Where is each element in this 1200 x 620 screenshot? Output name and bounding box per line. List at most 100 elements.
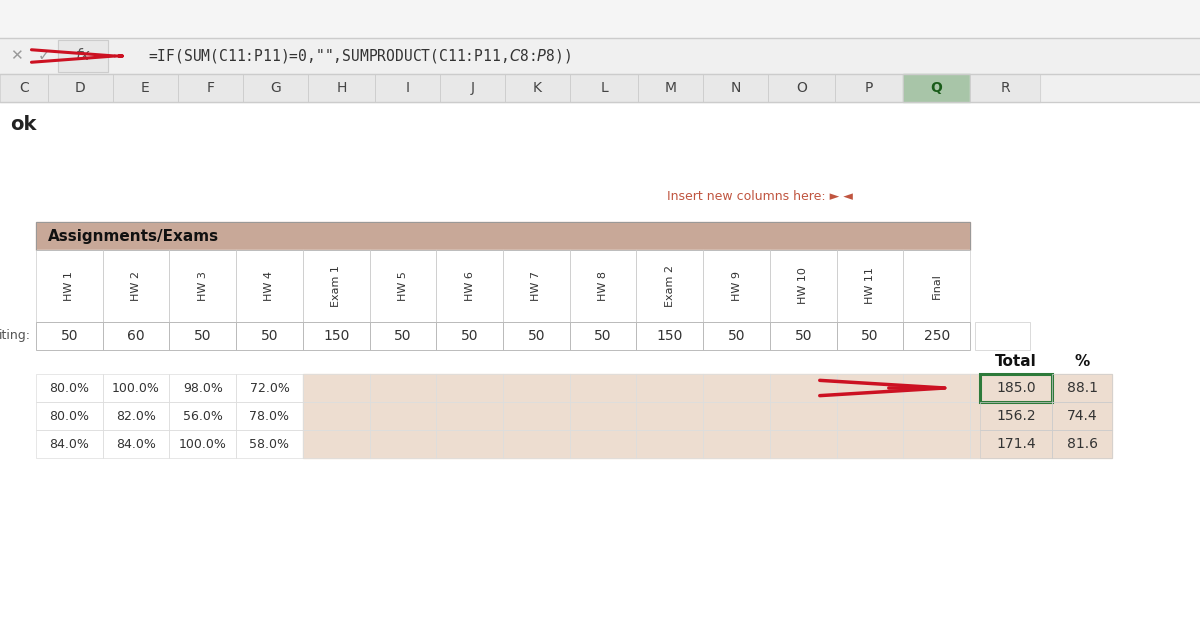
Bar [503, 322, 570, 350]
Bar [1052, 402, 1112, 430]
Bar [904, 430, 970, 458]
Bar [904, 430, 970, 458]
Bar [836, 402, 904, 430]
Text: P: P [865, 81, 874, 95]
Text: Q: Q [930, 81, 942, 95]
Text: 74.4: 74.4 [1067, 409, 1097, 423]
Bar [980, 374, 1052, 402]
Bar [58, 40, 108, 72]
Bar [835, 74, 904, 102]
Bar [169, 402, 236, 430]
Bar [242, 74, 308, 102]
Bar [302, 430, 370, 458]
Bar [0, 38, 1200, 74]
Bar [636, 250, 703, 322]
Bar [242, 74, 308, 102]
Bar [437, 250, 503, 322]
Bar [36, 430, 103, 458]
Bar [770, 374, 836, 402]
Text: 150: 150 [323, 329, 349, 343]
Bar [836, 430, 904, 458]
Bar [36, 222, 970, 250]
Bar [503, 374, 570, 402]
Bar [904, 322, 970, 350]
Bar [169, 322, 236, 350]
Bar [302, 402, 370, 430]
Bar [503, 250, 570, 322]
Bar [970, 430, 980, 458]
Bar [236, 402, 302, 430]
Bar [370, 322, 437, 350]
Bar [370, 374, 437, 402]
Bar [770, 322, 836, 350]
Bar [236, 250, 302, 322]
Bar [236, 322, 302, 350]
Bar [178, 74, 242, 102]
Bar [503, 374, 570, 402]
Text: 50: 50 [260, 329, 278, 343]
Bar [636, 430, 703, 458]
Bar [103, 322, 169, 350]
Bar [570, 250, 636, 322]
Text: 50: 50 [61, 329, 78, 343]
Bar [703, 74, 768, 102]
Bar [113, 74, 178, 102]
Text: 100.0%: 100.0% [112, 381, 160, 394]
Text: HW 3: HW 3 [198, 271, 208, 301]
Bar [836, 322, 904, 350]
Bar [703, 250, 770, 322]
Bar [236, 430, 302, 458]
Bar [836, 374, 904, 402]
Bar [970, 402, 980, 430]
Bar [0, 0, 1200, 38]
Bar [370, 430, 437, 458]
Bar [503, 430, 570, 458]
Text: Final: Final [931, 273, 942, 299]
Bar [703, 374, 770, 402]
Bar [770, 374, 836, 402]
Bar [636, 374, 703, 402]
Bar [103, 374, 169, 402]
Text: 156.2: 156.2 [996, 409, 1036, 423]
Text: HW 7: HW 7 [532, 271, 541, 301]
Bar [236, 402, 302, 430]
Text: 100.0%: 100.0% [179, 438, 227, 451]
Bar [36, 250, 103, 322]
Bar [437, 374, 503, 402]
Bar [836, 374, 904, 402]
Bar [503, 250, 570, 322]
Bar [374, 74, 440, 102]
Text: L: L [600, 81, 608, 95]
Bar [974, 322, 1030, 350]
Bar [703, 430, 770, 458]
Bar [103, 250, 169, 322]
Bar [169, 250, 236, 322]
Text: G: G [270, 81, 281, 95]
Text: 72.0%: 72.0% [250, 381, 289, 394]
Bar [904, 374, 970, 402]
Bar [36, 222, 970, 250]
Bar [437, 322, 503, 350]
Bar [770, 250, 836, 322]
Bar [970, 74, 1040, 102]
Text: C: C [19, 81, 29, 95]
Bar [770, 430, 836, 458]
Bar [570, 402, 636, 430]
Bar [836, 322, 904, 350]
Bar [503, 430, 570, 458]
Bar [0, 74, 48, 102]
Text: 50: 50 [394, 329, 412, 343]
Bar [980, 430, 1052, 458]
Bar [970, 74, 1040, 102]
Bar [570, 374, 636, 402]
Bar [980, 430, 1052, 458]
Bar [169, 430, 236, 458]
Bar [437, 402, 503, 430]
Text: 50: 50 [194, 329, 211, 343]
Bar [370, 402, 437, 430]
Bar [770, 402, 836, 430]
Bar [36, 322, 103, 350]
Bar [103, 322, 169, 350]
Bar [169, 374, 236, 402]
Bar [370, 250, 437, 322]
